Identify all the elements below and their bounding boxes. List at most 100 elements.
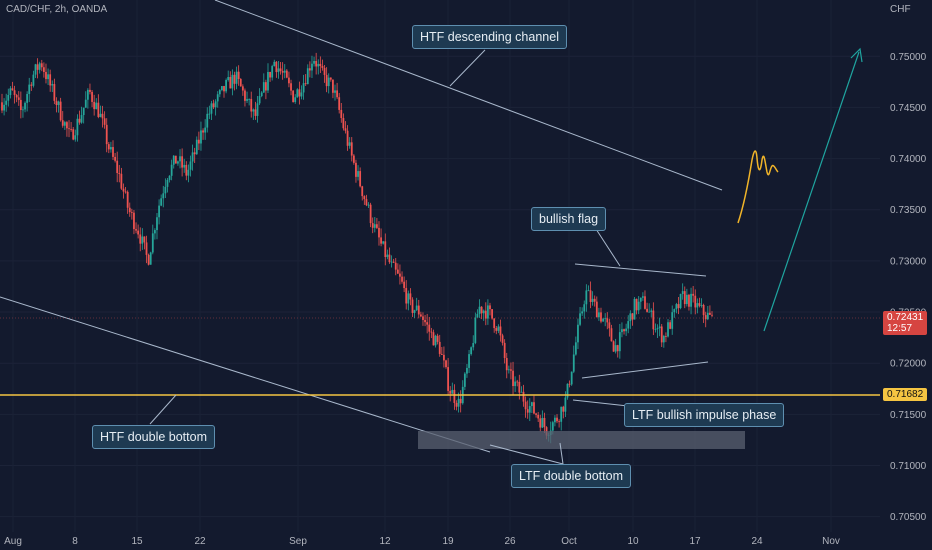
projection-arrow-head [850, 47, 863, 63]
candle-body [507, 369, 510, 371]
y-tick-label: 0.73500 [890, 205, 927, 216]
candle-body [587, 290, 590, 292]
candle-body [200, 130, 202, 144]
pointer-ltf-double-bottom-b [559, 442, 564, 465]
candle-body [384, 241, 387, 258]
candle-body [424, 319, 426, 323]
candle-body [9, 88, 12, 95]
candle-body [650, 310, 653, 312]
candle-body [233, 74, 236, 84]
candle-body [319, 63, 322, 67]
y-tick-label: 0.74000 [890, 154, 927, 165]
candle-body [112, 147, 114, 157]
htf-channel-upper-line [214, 0, 723, 191]
grid [0, 0, 880, 532]
candle-body [97, 102, 100, 117]
candle-body [332, 79, 334, 93]
y-tick-label: 0.75000 [890, 52, 927, 63]
candle-body [283, 70, 286, 73]
candle-body [445, 360, 447, 368]
candle-body [101, 113, 104, 119]
candle-body [681, 291, 684, 295]
candle-body [116, 160, 119, 174]
candle-body [656, 328, 659, 330]
candle-body [482, 310, 485, 314]
candle-body [218, 90, 221, 95]
x-tick-label: Sep [289, 536, 307, 547]
candle-body [514, 381, 517, 387]
candle-body [264, 82, 267, 91]
candle-body [290, 83, 292, 91]
candle-body [355, 162, 357, 177]
callout-ltf-double-bottom: LTF double bottom [511, 464, 631, 488]
candle-body [637, 301, 640, 311]
candle-body [256, 103, 259, 116]
candle-body [118, 173, 121, 174]
candle-body [518, 381, 521, 393]
candle-body [698, 303, 701, 306]
candle-body [428, 324, 431, 332]
candle-body [214, 101, 217, 108]
candle-body [614, 345, 617, 352]
candle-body [338, 97, 341, 110]
current-price-tag: 0.72431 12:57 [883, 311, 928, 335]
candle-body [419, 314, 422, 317]
candle-body [625, 328, 628, 332]
candle-body [93, 101, 96, 110]
candles [1, 52, 713, 444]
candle-body [562, 406, 565, 412]
candle-body [690, 293, 692, 307]
candle-body [323, 67, 326, 75]
pointer-bullish-flag [595, 228, 621, 267]
candle-body [156, 217, 158, 231]
y-tick-label: 0.72000 [890, 359, 927, 370]
candle-body [36, 64, 39, 70]
x-tick-label: Oct [561, 536, 577, 547]
candle-body [122, 188, 125, 192]
candle-body [585, 290, 588, 305]
candle-body [166, 179, 169, 187]
candle-body [543, 417, 546, 428]
candle-body [426, 322, 429, 325]
candle-body [103, 118, 106, 125]
candle-body [78, 118, 81, 123]
candle-body [558, 421, 561, 423]
candle-body [480, 306, 483, 314]
candle-body [566, 383, 569, 398]
candle-body [677, 304, 680, 309]
candle-body [47, 74, 49, 80]
callout-htf-descending-channel: HTF descending channel [412, 25, 567, 49]
candle-body [189, 161, 192, 170]
candle-body [158, 205, 160, 218]
candle-body [315, 60, 318, 67]
candle-body [470, 347, 473, 355]
y-tick-label: 0.70500 [890, 512, 927, 523]
candle-body [24, 102, 26, 110]
candle-body [258, 96, 261, 104]
candle-body [612, 341, 615, 352]
candle-body [554, 417, 556, 423]
candle-body [32, 74, 35, 86]
candle-body [28, 84, 31, 94]
candle-body [225, 80, 228, 92]
candle-body [675, 304, 678, 310]
candle-body [181, 156, 184, 168]
candle-body [363, 196, 366, 200]
candle-body [579, 313, 581, 325]
currency-label: CHF [890, 4, 911, 15]
candle-body [541, 417, 544, 428]
candle-body [476, 313, 479, 318]
candle-body [204, 127, 207, 133]
candle-body [533, 402, 535, 414]
candle-body [334, 90, 336, 93]
candle-body [633, 298, 636, 320]
candle-body [294, 97, 297, 102]
candle-body [512, 370, 514, 387]
candle-body [162, 193, 165, 199]
candle-body [648, 311, 651, 313]
candle-body [489, 305, 491, 310]
candle-body [654, 329, 657, 330]
candle-body [174, 155, 177, 164]
candle-body [210, 103, 213, 114]
